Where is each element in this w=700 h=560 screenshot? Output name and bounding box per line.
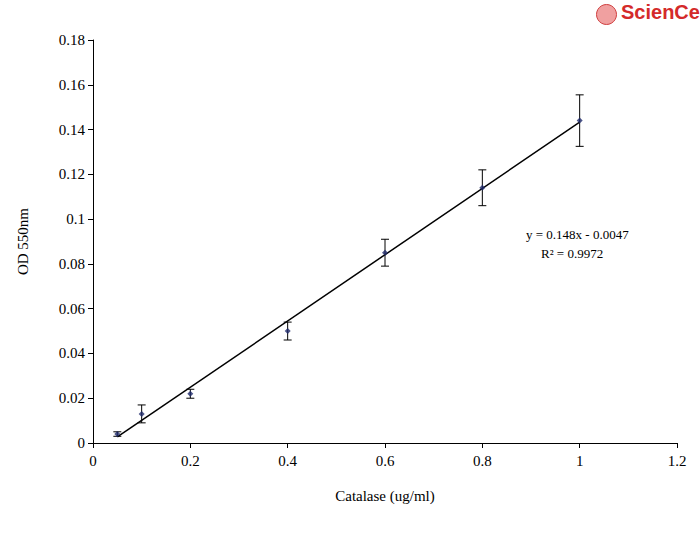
svg-text:0.14: 0.14 (59, 122, 86, 138)
svg-text:1.2: 1.2 (668, 453, 687, 469)
svg-text:ScienCell: ScienCell (621, 1, 700, 23)
svg-text:0.16: 0.16 (59, 77, 86, 93)
svg-text:0: 0 (78, 435, 86, 451)
svg-text:0.12: 0.12 (59, 166, 85, 182)
svg-text:Catalase (ug/ml): Catalase (ug/ml) (335, 488, 435, 505)
svg-text:0: 0 (89, 453, 97, 469)
svg-text:0.08: 0.08 (59, 256, 85, 272)
svg-text:0.06: 0.06 (59, 301, 86, 317)
svg-text:0.8: 0.8 (473, 453, 492, 469)
svg-text:0.18: 0.18 (59, 32, 85, 48)
svg-text:R² = 0.9972: R² = 0.9972 (541, 246, 603, 261)
svg-text:0.1: 0.1 (66, 211, 85, 227)
svg-text:1: 1 (576, 453, 584, 469)
svg-text:0.02: 0.02 (59, 390, 85, 406)
svg-text:0.4: 0.4 (278, 453, 297, 469)
svg-text:0.2: 0.2 (181, 453, 200, 469)
svg-text:0.04: 0.04 (59, 345, 86, 361)
svg-text:y = 0.148x - 0.0047: y = 0.148x - 0.0047 (526, 227, 629, 242)
svg-text:OD 550nm: OD 550nm (15, 208, 31, 275)
svg-text:0.6: 0.6 (376, 453, 395, 469)
